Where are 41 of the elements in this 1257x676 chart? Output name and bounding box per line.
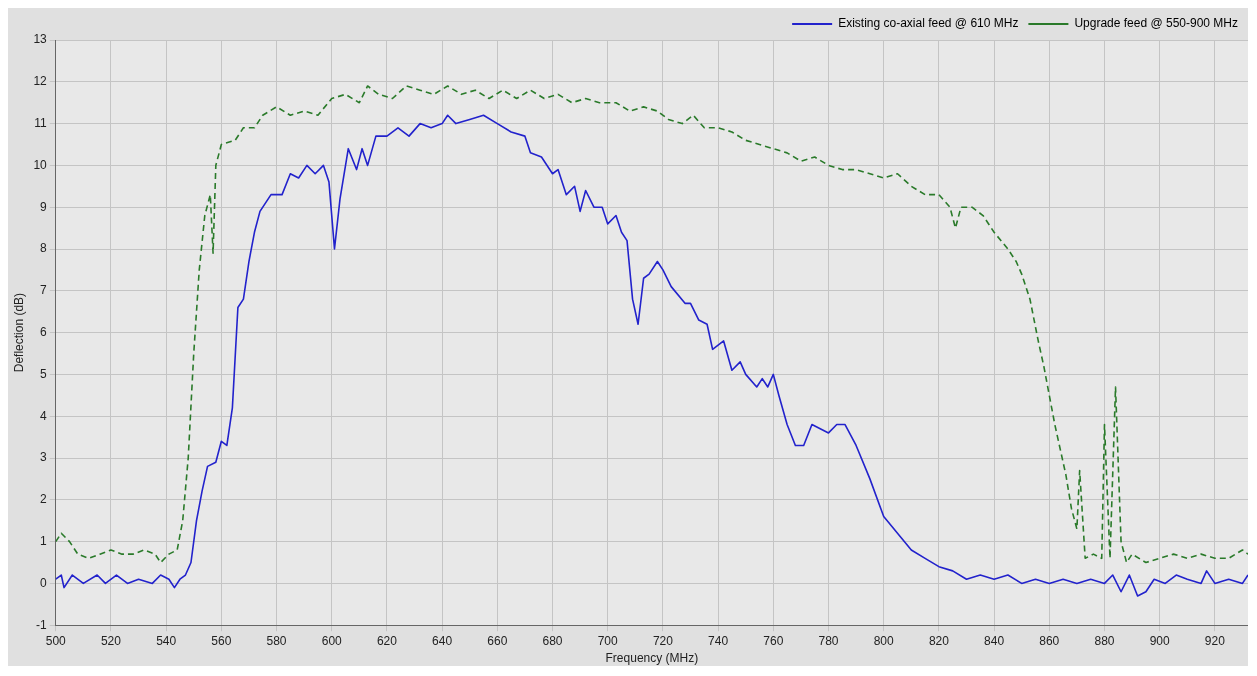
- y-axis-title: Deflection (dB): [11, 292, 26, 373]
- y-tick-label: -1: [36, 617, 48, 632]
- x-tick-label: 680: [542, 633, 563, 648]
- x-tick-label: 700: [597, 633, 619, 648]
- x-tick-label: 640: [432, 633, 453, 648]
- x-axis-title: Frequency (MHz): [605, 651, 699, 666]
- y-tick-label: 9: [40, 199, 48, 214]
- y-tick-label: 11: [34, 115, 48, 130]
- y-tick-label: 10: [33, 157, 48, 172]
- x-tick-label: 720: [652, 633, 674, 648]
- x-tick-label: 540: [156, 633, 177, 648]
- y-tick-label: 1: [40, 533, 48, 548]
- x-tick-label: 880: [1094, 633, 1115, 648]
- x-tick-label: 840: [984, 633, 1005, 648]
- y-tick-label: 0: [40, 575, 48, 590]
- x-tick-label: 660: [487, 633, 508, 648]
- x-tick-label: 620: [376, 633, 398, 648]
- y-tick-label: 8: [40, 241, 48, 256]
- y-tick-label: 6: [40, 324, 48, 339]
- x-tick-label: 900: [1149, 633, 1171, 648]
- x-tick-label: 860: [1039, 633, 1060, 648]
- y-tick-label: 7: [40, 283, 48, 298]
- legend-label: Upgrade feed @ 550-900 MHz: [1074, 16, 1238, 31]
- y-tick-label: 5: [40, 366, 48, 381]
- y-tick-label: 13: [33, 32, 48, 47]
- x-tick-label: 800: [873, 633, 895, 648]
- y-tick-label: 3: [40, 450, 48, 465]
- x-tick-label: 500: [45, 633, 67, 648]
- y-tick-label: 12: [33, 74, 48, 89]
- x-tick-label: 820: [928, 633, 950, 648]
- y-tick-label: 4: [40, 408, 48, 423]
- y-tick-label: 2: [40, 492, 48, 507]
- x-tick-label: 780: [818, 633, 839, 648]
- x-tick-label: 560: [211, 633, 232, 648]
- x-tick-label: 520: [100, 633, 122, 648]
- x-tick-label: 760: [763, 633, 784, 648]
- x-tick-label: 580: [266, 633, 287, 648]
- x-tick-label: 600: [321, 633, 343, 648]
- x-tick-label: 740: [708, 633, 729, 648]
- x-tick-label: 920: [1204, 633, 1226, 648]
- legend-label: Existing co-axial feed @ 610 MHz: [838, 16, 1019, 31]
